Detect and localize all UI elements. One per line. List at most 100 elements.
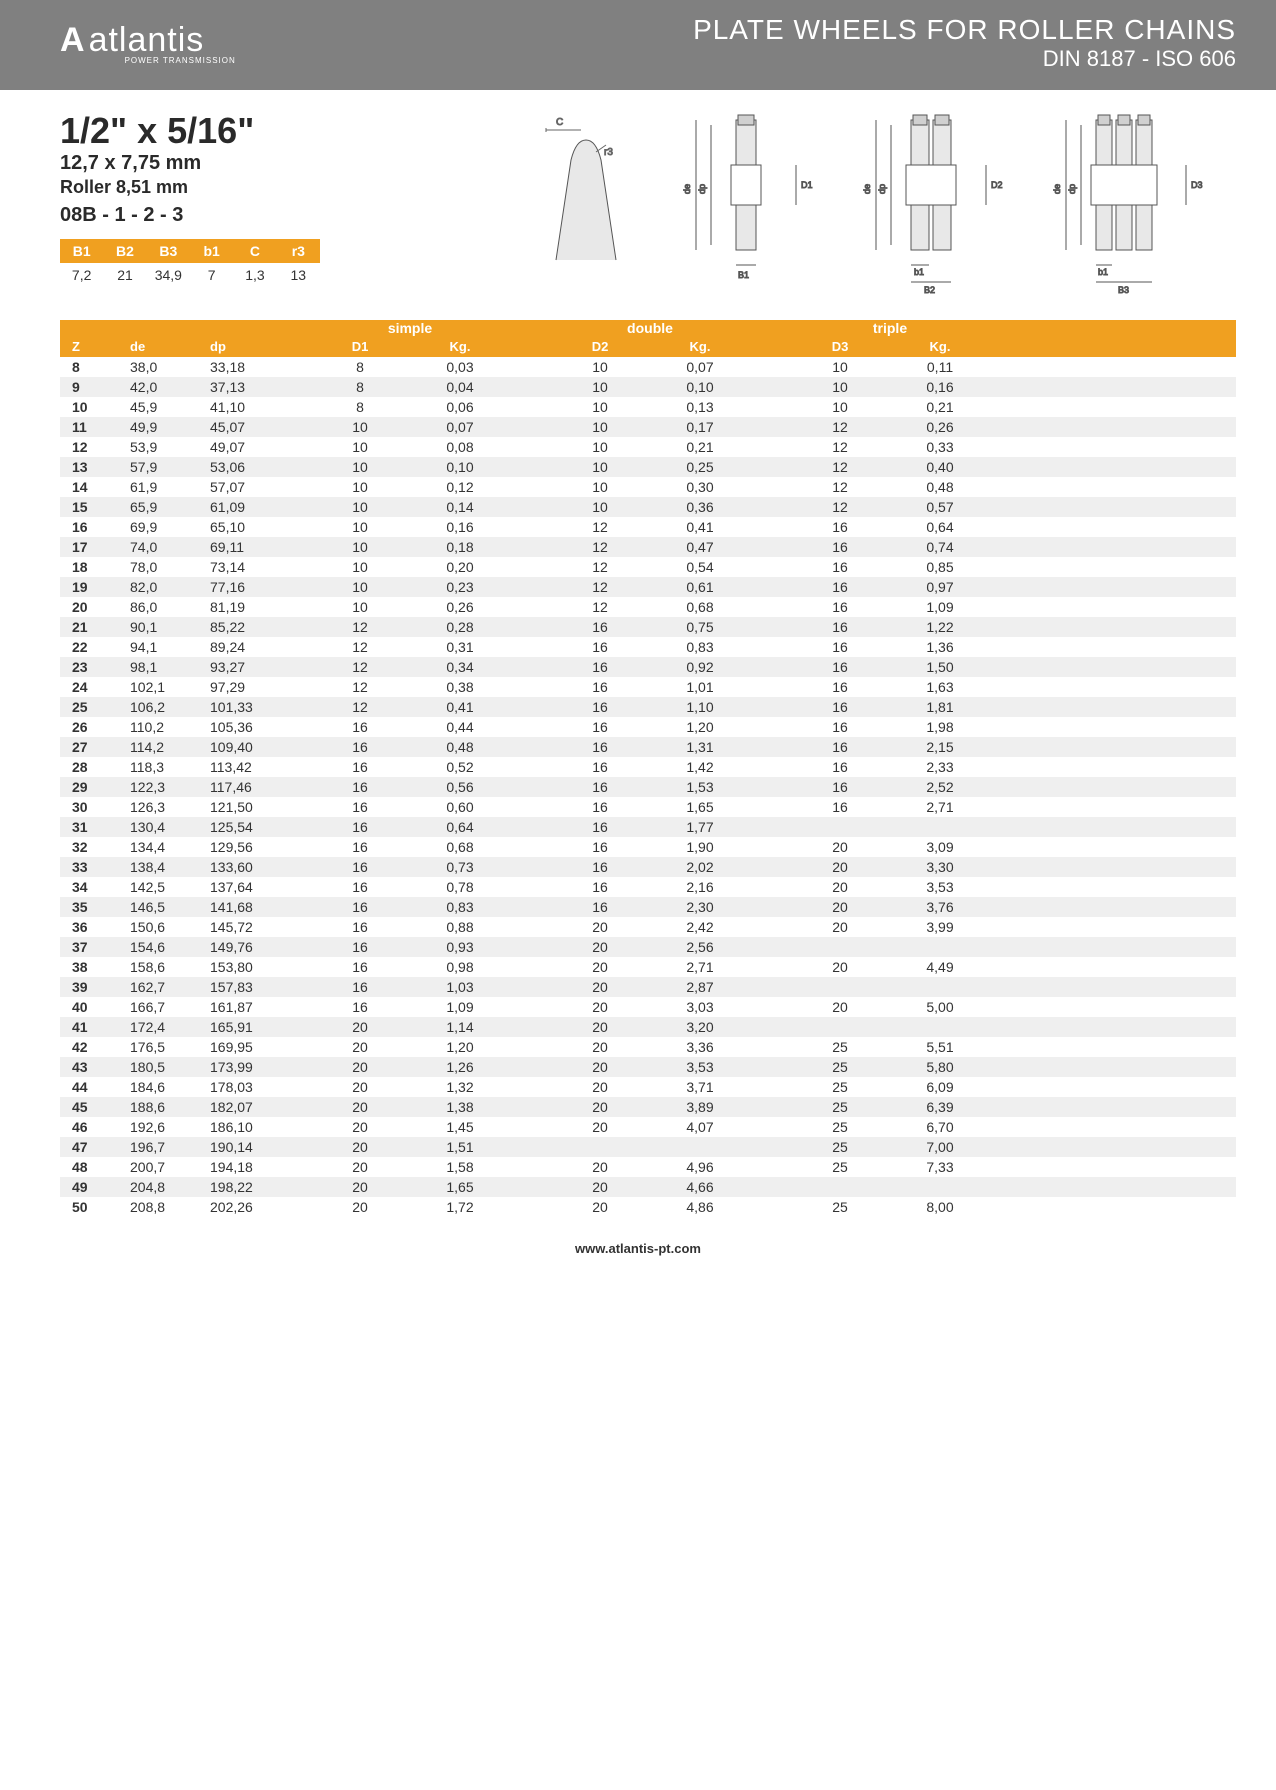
cell [750,377,790,397]
cell: 21 [60,617,120,637]
cell [650,1137,750,1157]
cell: 8,00 [890,1197,990,1217]
cell: 69,9 [120,517,200,537]
cell: 32 [60,837,120,857]
cell: 22 [60,637,120,657]
cell: 20 [790,917,890,937]
cell: 2,30 [650,897,750,917]
cell: 0,52 [410,757,510,777]
cell [290,937,310,957]
cell: 10 [550,357,650,377]
logo-icon: A [60,21,81,60]
cell: 53,9 [120,437,200,457]
cell: 10 [790,377,890,397]
cell: 126,3 [120,797,200,817]
table-row: 1045,941,1080,06100,13100,21 [60,397,1236,417]
cell: 24 [60,677,120,697]
cell [510,577,550,597]
cell: 10 [550,497,650,517]
cell [510,837,550,857]
cell: 50 [60,1197,120,1217]
cell: 0,23 [410,577,510,597]
cell [510,677,550,697]
cell: 42,0 [120,377,200,397]
table-row: 47196,7190,14201,51257,00 [60,1137,1236,1157]
cell [290,437,310,457]
cell [750,1037,790,1057]
title-line-1: PLATE WHEELS FOR ROLLER CHAINS [693,14,1236,46]
cell: 0,56 [410,777,510,797]
cell: 16 [790,717,890,737]
cell: 6,70 [890,1117,990,1137]
cell [750,617,790,637]
cell: 57,9 [120,457,200,477]
cell [750,737,790,757]
cell: 1,42 [650,757,750,777]
cell: 0,20 [410,557,510,577]
cell: 16 [790,757,890,777]
cell [290,717,310,737]
cell: 0,38 [410,677,510,697]
cell [290,777,310,797]
cell: 42 [60,1037,120,1057]
cell: 0,10 [410,457,510,477]
table-row: 1461,957,07100,12100,30120,48 [60,477,1236,497]
cell: 20 [550,1017,650,1037]
svg-text:r3: r3 [604,147,613,158]
cell [790,817,890,837]
table-row: 36150,6145,72160,88202,42203,99 [60,917,1236,937]
cell: 0,64 [890,517,990,537]
cell [750,1097,790,1117]
cell: 16 [550,877,650,897]
table-body: 838,033,1880,03100,07100,11942,037,1380,… [60,357,1236,1217]
cell: 3,99 [890,917,990,937]
cell: 1,09 [410,997,510,1017]
cell [750,977,790,997]
cell: 1,72 [410,1197,510,1217]
cell [290,1157,310,1177]
cell: 4,86 [650,1197,750,1217]
cell: 1,51 [410,1137,510,1157]
cell [290,957,310,977]
cell: 0,73 [410,857,510,877]
cell: 0,26 [410,597,510,617]
cell: 138,4 [120,857,200,877]
cell: 166,7 [120,997,200,1017]
cell [750,757,790,777]
cell [290,837,310,857]
cell: 1,20 [410,1037,510,1057]
cell [510,737,550,757]
cell: 26 [60,717,120,737]
cell: 1,36 [890,637,990,657]
cell: 69,11 [200,537,290,557]
cell: 16 [550,797,650,817]
table-row: 24102,197,29120,38161,01161,63 [60,677,1236,697]
cell: 0,11 [890,357,990,377]
cell: 82,0 [120,577,200,597]
cell: 25 [790,1077,890,1097]
cell: 20 [310,1117,410,1137]
cell: 17 [60,537,120,557]
cell: 200,7 [120,1157,200,1177]
cell [750,557,790,577]
cell: 25 [790,1057,890,1077]
cell: 6,09 [890,1077,990,1097]
dim-header: B3 [147,239,190,263]
table-row: 37154,6149,76160,93202,56 [60,937,1236,957]
cell: 1,90 [650,837,750,857]
cell: 0,10 [650,377,750,397]
svg-text:dp: dp [1067,184,1077,194]
cell: 0,33 [890,437,990,457]
cell [290,1037,310,1057]
cell: 45,9 [120,397,200,417]
cell [510,457,550,477]
cell [750,537,790,557]
cell: 29 [60,777,120,797]
cell [790,1017,890,1037]
svg-text:de: de [862,184,872,194]
cell: 121,50 [200,797,290,817]
cell: 20 [790,997,890,1017]
cell: 19 [60,577,120,597]
cell [510,437,550,457]
cell: 145,72 [200,917,290,937]
